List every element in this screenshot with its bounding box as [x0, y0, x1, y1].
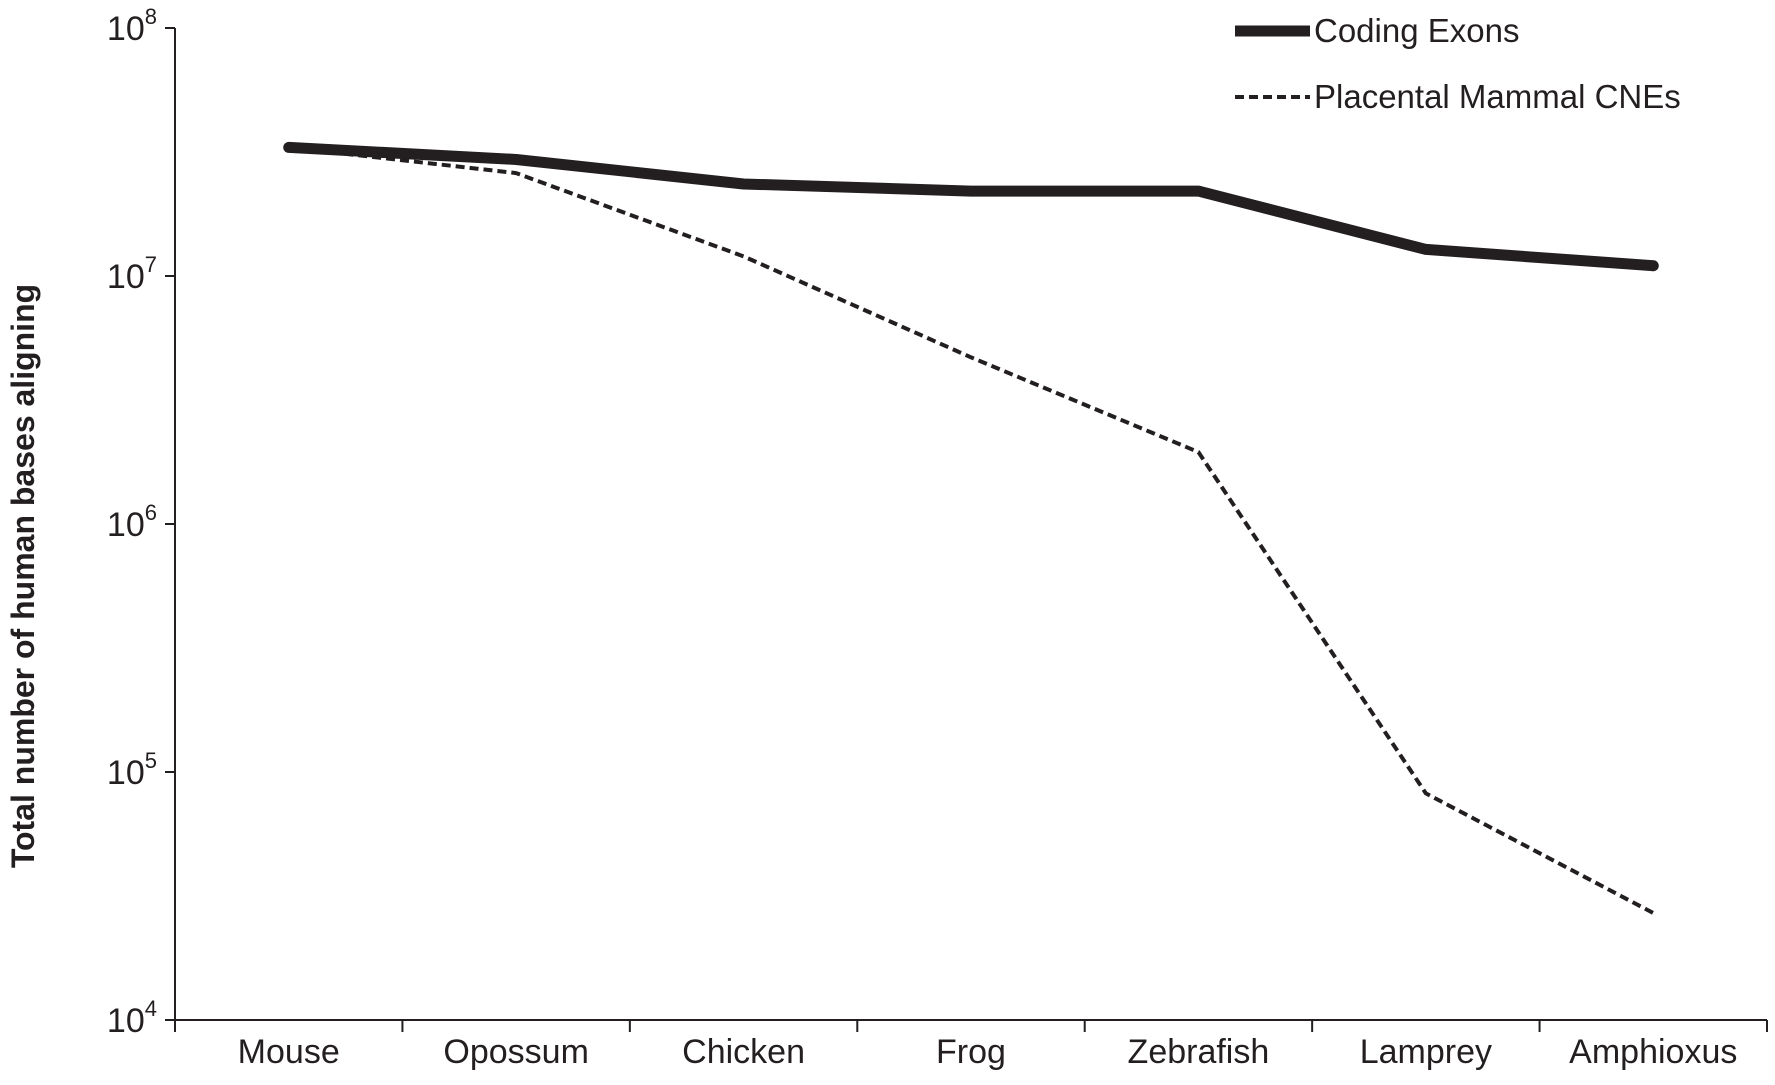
x-tick-label: Amphioxus [1569, 1033, 1737, 1071]
x-tick-label: Opossum [443, 1033, 589, 1071]
x-tick-label: Chicken [682, 1033, 805, 1071]
y-tick-label: 105 [107, 748, 157, 792]
x-tick-label: Mouse [238, 1033, 340, 1071]
series-line-coding-exons [283, 141, 1659, 272]
y-tick-label: 107 [107, 252, 157, 296]
y-tick-label: 108 [107, 4, 157, 48]
legend: Coding Exons Placental Mammal CNEs [1235, 12, 1681, 115]
legend-label: Placental Mammal CNEs [1314, 78, 1681, 115]
x-tick-label: Frog [936, 1033, 1006, 1071]
y-axis-label: Total number of human bases aligning [5, 284, 41, 868]
legend-label: Coding Exons [1314, 12, 1519, 49]
y-tick-label: 106 [107, 500, 157, 544]
y-tick-label: 104 [107, 996, 157, 1040]
series-line-placental-mammal-cnes [288, 145, 1655, 915]
x-tick-label: Zebrafish [1128, 1033, 1270, 1071]
axes: 104 105 106 107 108 Mouse Opossum Chicken Frog Ze… [107, 4, 1768, 1071]
x-tick-label: Lamprey [1360, 1033, 1492, 1071]
series-lines [283, 141, 1659, 915]
